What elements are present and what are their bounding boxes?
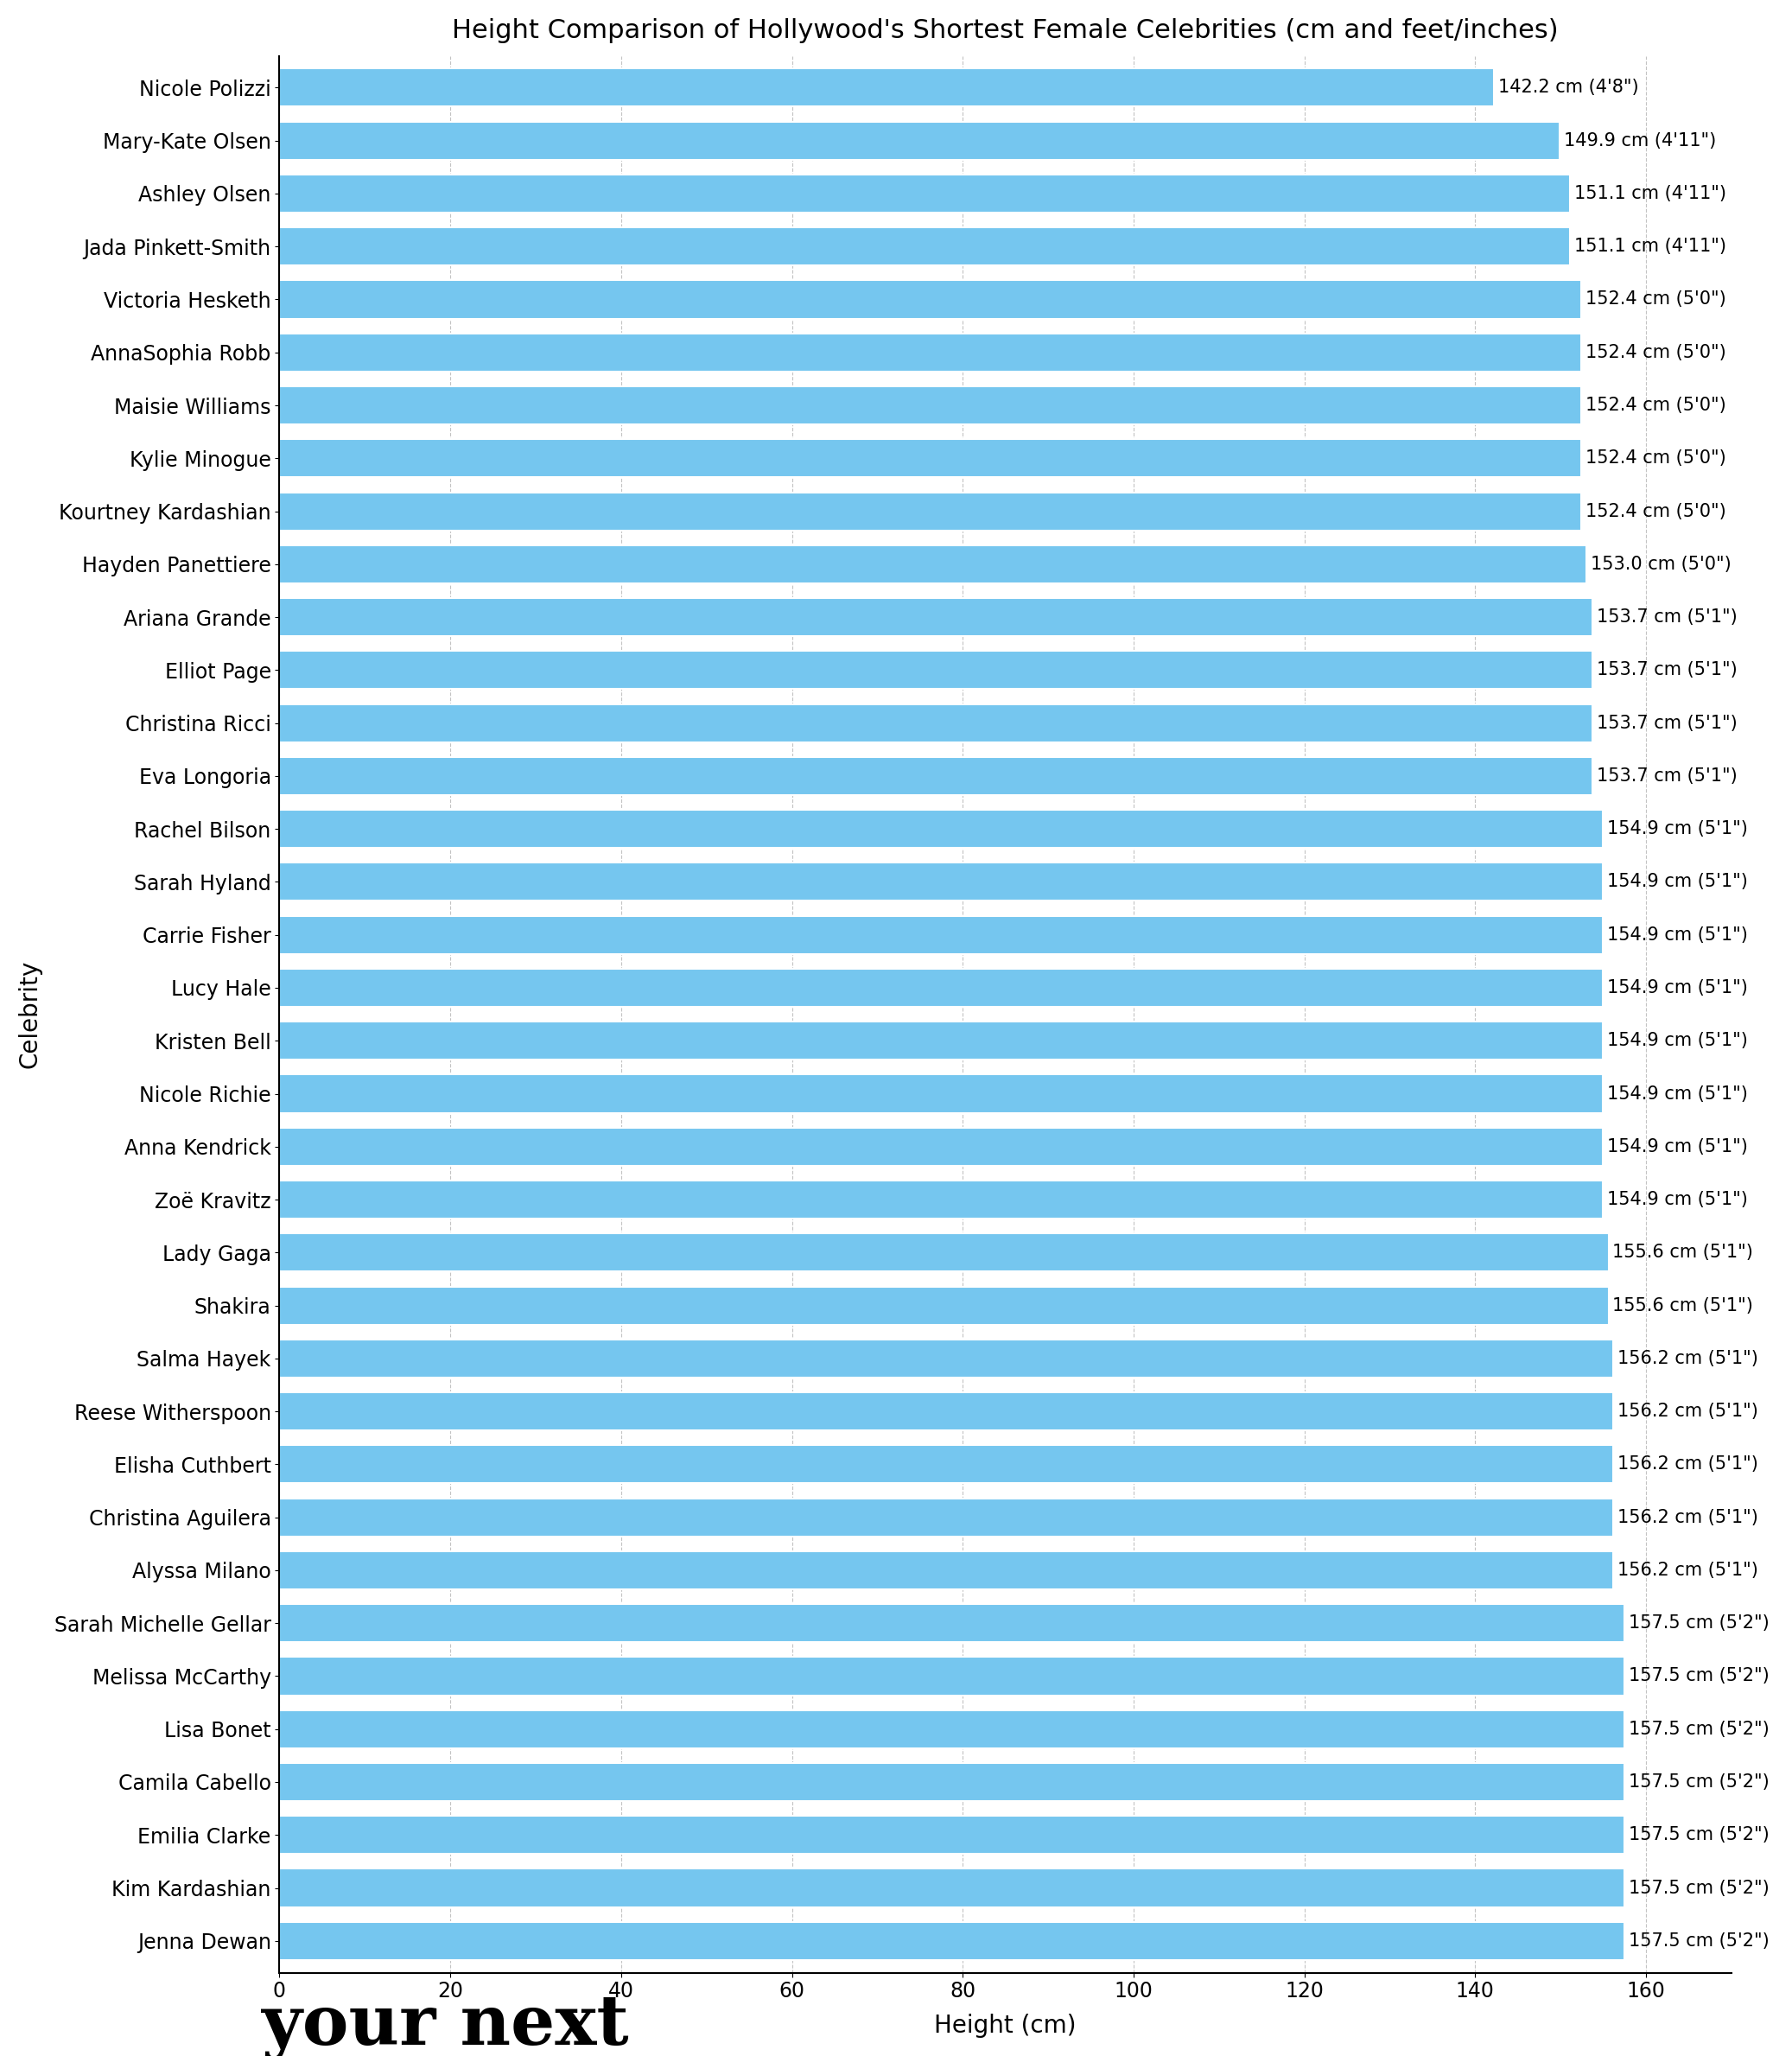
Text: 149.9 cm (4'11"): 149.9 cm (4'11") xyxy=(1564,132,1717,150)
Text: 155.6 cm (5'1"): 155.6 cm (5'1") xyxy=(1613,1297,1753,1314)
Bar xyxy=(280,1815,1625,1855)
Text: 153.7 cm (5'1"): 153.7 cm (5'1") xyxy=(1597,609,1736,625)
Bar xyxy=(280,68,1495,107)
Bar xyxy=(280,1234,1609,1271)
Text: 156.2 cm (5'1"): 156.2 cm (5'1") xyxy=(1618,1456,1758,1472)
Text: 154.9 cm (5'1"): 154.9 cm (5'1") xyxy=(1607,925,1747,944)
Bar xyxy=(280,387,1581,424)
Bar xyxy=(280,228,1570,265)
Bar xyxy=(280,333,1581,372)
Text: 154.9 cm (5'1"): 154.9 cm (5'1") xyxy=(1607,979,1747,997)
Text: 156.2 cm (5'1"): 156.2 cm (5'1") xyxy=(1618,1563,1758,1579)
Bar xyxy=(280,757,1593,796)
Bar xyxy=(280,175,1570,212)
Text: 153.7 cm (5'1"): 153.7 cm (5'1") xyxy=(1597,662,1736,678)
Bar xyxy=(280,864,1602,901)
Bar xyxy=(280,1022,1602,1059)
Bar xyxy=(280,1762,1625,1801)
Bar xyxy=(280,545,1586,584)
Y-axis label: Celebrity: Celebrity xyxy=(18,960,43,1069)
Bar xyxy=(280,440,1581,477)
Bar xyxy=(280,1392,1613,1431)
Bar xyxy=(280,1180,1602,1219)
Text: 152.4 cm (5'0"): 152.4 cm (5'0") xyxy=(1586,343,1726,362)
Bar xyxy=(280,598,1593,635)
Bar xyxy=(280,915,1602,954)
Bar xyxy=(280,810,1602,847)
Text: 154.9 cm (5'1"): 154.9 cm (5'1") xyxy=(1607,1032,1747,1049)
Bar xyxy=(280,1922,1625,1959)
Bar xyxy=(280,1075,1602,1112)
Text: 157.5 cm (5'2"): 157.5 cm (5'2") xyxy=(1629,1721,1769,1737)
Bar xyxy=(280,1499,1613,1536)
Text: 153.7 cm (5'1"): 153.7 cm (5'1") xyxy=(1597,713,1736,732)
Text: 153.0 cm (5'0"): 153.0 cm (5'0") xyxy=(1591,555,1731,574)
Bar xyxy=(280,1711,1625,1748)
Bar xyxy=(280,1550,1613,1589)
Text: 154.9 cm (5'1"): 154.9 cm (5'1") xyxy=(1607,1190,1747,1209)
Bar xyxy=(280,1445,1613,1482)
Bar xyxy=(280,280,1581,319)
Text: 157.5 cm (5'2"): 157.5 cm (5'2") xyxy=(1629,1774,1769,1791)
Text: your next
shoes: your next shoes xyxy=(262,1992,629,2056)
Bar xyxy=(280,652,1593,689)
Text: 152.4 cm (5'0"): 152.4 cm (5'0") xyxy=(1586,290,1726,308)
Text: 154.9 cm (5'1"): 154.9 cm (5'1") xyxy=(1607,874,1747,890)
Text: 154.9 cm (5'1"): 154.9 cm (5'1") xyxy=(1607,1139,1747,1155)
Bar xyxy=(280,1287,1609,1324)
X-axis label: Height (cm): Height (cm) xyxy=(934,2013,1077,2037)
Bar xyxy=(280,1604,1625,1643)
Bar xyxy=(280,703,1593,742)
Bar xyxy=(280,491,1581,530)
Text: 152.4 cm (5'0"): 152.4 cm (5'0") xyxy=(1586,397,1726,413)
Title: Height Comparison of Hollywood's Shortest Female Celebrities (cm and feet/inches: Height Comparison of Hollywood's Shortes… xyxy=(452,19,1559,43)
Bar xyxy=(280,1338,1613,1378)
Text: 152.4 cm (5'0"): 152.4 cm (5'0") xyxy=(1586,450,1726,467)
Text: 155.6 cm (5'1"): 155.6 cm (5'1") xyxy=(1613,1244,1753,1260)
Bar xyxy=(280,1127,1602,1166)
Text: 154.9 cm (5'1"): 154.9 cm (5'1") xyxy=(1607,820,1747,837)
Bar xyxy=(280,968,1602,1007)
Text: 157.5 cm (5'2"): 157.5 cm (5'2") xyxy=(1629,1614,1769,1632)
Text: 156.2 cm (5'1"): 156.2 cm (5'1") xyxy=(1618,1509,1758,1526)
Text: 152.4 cm (5'0"): 152.4 cm (5'0") xyxy=(1586,502,1726,520)
Bar xyxy=(280,1869,1625,1908)
Text: 157.5 cm (5'2"): 157.5 cm (5'2") xyxy=(1629,1826,1769,1844)
Bar xyxy=(280,121,1559,160)
Text: 142.2 cm (4'8"): 142.2 cm (4'8") xyxy=(1498,78,1638,97)
Text: 151.1 cm (4'11"): 151.1 cm (4'11") xyxy=(1573,185,1726,201)
Text: 156.2 cm (5'1"): 156.2 cm (5'1") xyxy=(1618,1402,1758,1421)
Text: 157.5 cm (5'2"): 157.5 cm (5'2") xyxy=(1629,1879,1769,1896)
Text: 156.2 cm (5'1"): 156.2 cm (5'1") xyxy=(1618,1351,1758,1367)
Bar xyxy=(280,1657,1625,1696)
Text: 151.1 cm (4'11"): 151.1 cm (4'11") xyxy=(1573,238,1726,255)
Text: 157.5 cm (5'2"): 157.5 cm (5'2") xyxy=(1629,1933,1769,1949)
Text: 153.7 cm (5'1"): 153.7 cm (5'1") xyxy=(1597,767,1736,785)
Text: 157.5 cm (5'2"): 157.5 cm (5'2") xyxy=(1629,1667,1769,1684)
Text: 154.9 cm (5'1"): 154.9 cm (5'1") xyxy=(1607,1086,1747,1102)
